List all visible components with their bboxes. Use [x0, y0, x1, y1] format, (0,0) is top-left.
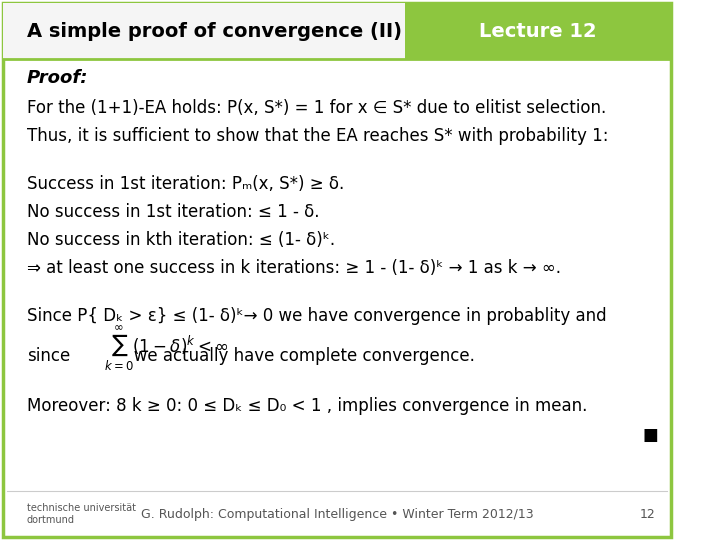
Text: Success in 1st iteration: Pₘ(x, S*) ≥ δ.: Success in 1st iteration: Pₘ(x, S*) ≥ δ.	[27, 174, 344, 193]
Text: No success in kth iteration: ≤ (1- δ)ᵏ.: No success in kth iteration: ≤ (1- δ)ᵏ.	[27, 231, 335, 249]
Text: we actually have complete convergence.: we actually have complete convergence.	[118, 347, 475, 366]
Text: Thus, it is sufficient to show that the EA reaches S* with probability 1:: Thus, it is sufficient to show that the …	[27, 127, 608, 145]
Text: 12: 12	[639, 508, 655, 521]
Text: A simple proof of convergence (II): A simple proof of convergence (II)	[27, 22, 402, 40]
Text: Moreover: 8 k ≥ 0: 0 ≤ Dₖ ≤ D₀ < 1 , implies convergence in mean.: Moreover: 8 k ≥ 0: 0 ≤ Dₖ ≤ D₀ < 1 , imp…	[27, 397, 588, 415]
Text: G. Rudolph: Computational Intelligence • Winter Term 2012/13: G. Rudolph: Computational Intelligence •…	[141, 508, 534, 521]
Text: Proof:: Proof:	[27, 69, 89, 87]
FancyBboxPatch shape	[4, 3, 671, 59]
Text: For the (1+1)-EA holds: P(x, S*) = 1 for x ∈ S* due to elitist selection.: For the (1+1)-EA holds: P(x, S*) = 1 for…	[27, 99, 606, 117]
Text: ■: ■	[643, 426, 659, 444]
Text: No success in 1st iteration: ≤ 1 - δ.: No success in 1st iteration: ≤ 1 - δ.	[27, 202, 320, 221]
FancyBboxPatch shape	[405, 3, 671, 59]
Text: $\sum_{k=0}^{\infty}(1-\delta)^k < \infty$: $\sum_{k=0}^{\infty}(1-\delta)^k < \inft…	[104, 323, 229, 373]
Text: since: since	[27, 347, 71, 366]
Text: ⇒ at least one success in k iterations: ≥ 1 - (1- δ)ᵏ → 1 as k → ∞.: ⇒ at least one success in k iterations: …	[27, 259, 561, 277]
Text: Since P{ Dₖ > ε} ≤ (1- δ)ᵏ→ 0 we have convergence in probablity and: Since P{ Dₖ > ε} ≤ (1- δ)ᵏ→ 0 we have co…	[27, 307, 606, 325]
Text: Lecture 12: Lecture 12	[479, 22, 596, 40]
Text: technische universität
dortmund: technische universität dortmund	[27, 503, 136, 525]
